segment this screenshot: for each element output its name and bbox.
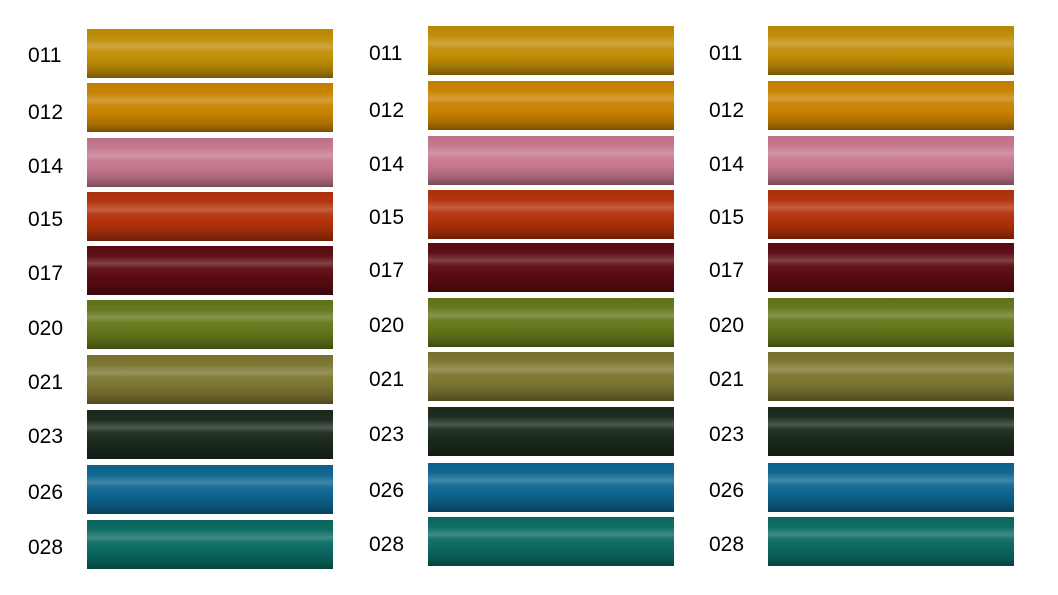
swatch-code-label: 026 [28, 481, 64, 504]
swatch-code-label: 023 [369, 423, 405, 446]
swatch-code-label: 011 [709, 42, 743, 65]
color-swatch [768, 190, 1014, 239]
color-swatch [768, 407, 1014, 456]
swatch-code-label: 028 [369, 533, 405, 556]
swatch-code-label: 021 [28, 371, 64, 394]
swatch-code-label: 028 [709, 533, 745, 556]
swatch-code-label: 023 [28, 425, 64, 448]
swatch-code-label: 014 [709, 153, 745, 176]
swatch-column-3: 011 012 014 015 017 020 021 023 026 028 [681, 0, 1021, 595]
swatch-code-label: 015 [28, 208, 64, 231]
color-swatch [428, 407, 674, 456]
color-swatch [768, 517, 1014, 566]
swatch-code-label: 020 [28, 317, 64, 340]
color-swatch [768, 136, 1014, 185]
swatch-code-label: 012 [28, 101, 64, 124]
color-swatch [428, 26, 674, 75]
color-swatch [768, 463, 1014, 512]
swatch-column-1: 011 012 014 015 017 020 021 023 026 028 [0, 0, 340, 595]
color-swatch [768, 352, 1014, 401]
color-swatch [87, 192, 333, 241]
swatch-code-label: 012 [709, 99, 745, 122]
swatch-code-label: 026 [709, 479, 745, 502]
color-swatch [428, 352, 674, 401]
color-swatch [87, 300, 333, 349]
color-swatch [87, 246, 333, 295]
color-swatch [87, 410, 333, 459]
swatch-code-label: 021 [709, 368, 745, 391]
swatch-code-label: 020 [369, 314, 405, 337]
color-swatch [428, 517, 674, 566]
swatch-column-2: 011 012 014 015 017 020 021 023 026 028 [341, 0, 681, 595]
swatch-code-label: 015 [709, 206, 745, 229]
color-swatch [87, 465, 333, 514]
color-swatch [87, 520, 333, 569]
swatch-code-label: 011 [369, 42, 403, 65]
color-swatch [87, 138, 333, 187]
swatch-code-label: 028 [28, 536, 64, 559]
color-swatch [428, 298, 674, 347]
swatch-code-label: 014 [28, 155, 64, 178]
swatch-code-label: 021 [369, 368, 405, 391]
swatch-code-label: 020 [709, 314, 745, 337]
swatch-code-label: 023 [709, 423, 745, 446]
swatch-code-label: 017 [369, 259, 405, 282]
color-swatch [768, 81, 1014, 130]
color-swatch [768, 26, 1014, 75]
swatch-code-label: 017 [709, 259, 745, 282]
color-swatch [428, 463, 674, 512]
color-swatch [768, 298, 1014, 347]
swatch-code-label: 011 [28, 44, 62, 67]
color-swatch [428, 81, 674, 130]
swatch-code-label: 026 [369, 479, 405, 502]
color-swatch [87, 83, 333, 132]
color-swatch [428, 190, 674, 239]
color-swatch [428, 136, 674, 185]
color-swatch [428, 243, 674, 292]
color-swatch [87, 355, 333, 404]
swatch-code-label: 017 [28, 262, 64, 285]
swatch-code-label: 012 [369, 99, 405, 122]
color-swatch [87, 29, 333, 78]
color-swatch [768, 243, 1014, 292]
swatch-code-label: 014 [369, 153, 405, 176]
swatch-code-label: 015 [369, 206, 405, 229]
